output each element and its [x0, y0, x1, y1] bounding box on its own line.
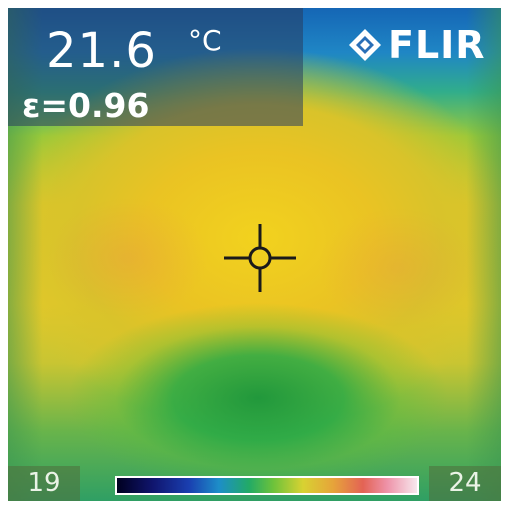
scale-max-label: 24: [429, 466, 501, 501]
temperature-readout-panel: 21.6 °C ε=0.96: [8, 8, 303, 126]
temperature-scale-bar: 19 24: [8, 466, 501, 501]
temperature-unit: °C: [188, 24, 222, 57]
brand-logo: FLIR: [348, 22, 486, 68]
color-palette-bar: [115, 476, 419, 495]
brand-name: FLIR: [388, 23, 486, 67]
temperature-value: 21.6: [46, 23, 157, 79]
emissivity-value: ε=0.96: [22, 86, 150, 125]
flir-diamond-icon: [349, 29, 381, 61]
crosshair-spot-icon[interactable]: [222, 222, 298, 294]
scale-min-label: 19: [8, 466, 80, 501]
